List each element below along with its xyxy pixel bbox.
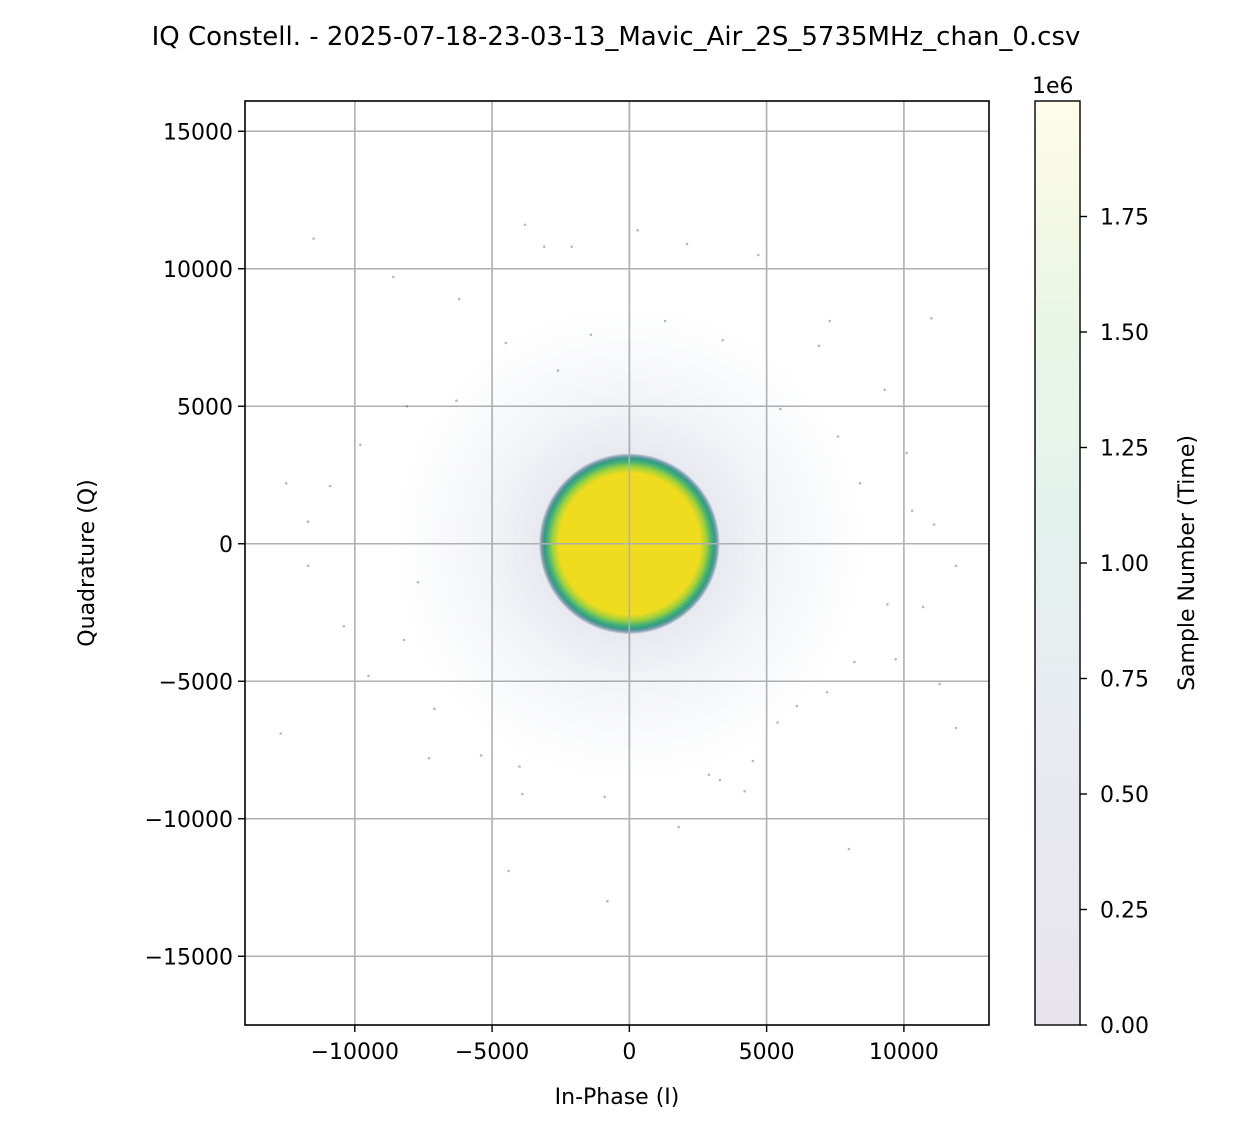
scatter-point	[779, 407, 782, 411]
scatter-point	[636, 228, 639, 232]
scatter-point	[284, 481, 288, 485]
scatter-point	[342, 624, 346, 628]
colorbar-tick-label: 1.75	[1100, 206, 1149, 231]
scatter-point	[504, 341, 508, 345]
scatter-point	[910, 509, 914, 513]
scatter-point	[757, 253, 760, 257]
y-axis-label: Quadrature (Q)	[75, 479, 100, 646]
x-axis-ticks: −10000 −5000 0 5000 10000	[311, 1025, 939, 1065]
scatter-point	[520, 792, 524, 796]
colorbar-tick-label: 0.75	[1100, 668, 1149, 693]
scatter-point	[825, 690, 829, 694]
scatter-point	[556, 369, 560, 372]
scatter-point	[795, 704, 799, 708]
scatter-point	[776, 721, 779, 724]
scatter-point	[905, 451, 908, 455]
scatter-point	[359, 443, 362, 447]
y-tick-label: 0	[219, 533, 233, 558]
scatter-point	[402, 638, 406, 642]
scatter-point	[455, 399, 458, 403]
colorbar-offset-text: 1e6	[1032, 74, 1074, 99]
scatter-point	[479, 754, 483, 757]
colorbar-tick-label: 0.00	[1100, 1014, 1149, 1039]
plot-area-data	[245, 101, 989, 1025]
y-tick-label: 5000	[177, 395, 233, 420]
scatter-point	[921, 605, 925, 609]
y-axis-ticks: 15000 10000 5000 0 −5000 −10000 −15000	[145, 120, 245, 970]
scatter-point	[507, 869, 510, 873]
colorbar	[1034, 100, 1081, 1026]
scatter-point	[853, 660, 856, 664]
scatter-point	[930, 316, 933, 320]
scatter-point	[894, 657, 897, 661]
scatter-point	[858, 481, 862, 485]
scatter-point	[817, 344, 821, 348]
scatter-point	[663, 319, 667, 323]
x-tick-label: 0	[622, 1040, 636, 1065]
scatter-point	[886, 602, 889, 606]
colorbar-tick-label: 0.50	[1100, 783, 1149, 808]
scatter-point	[677, 825, 681, 829]
scatter-point	[523, 223, 527, 227]
x-tick-label: −5000	[455, 1040, 529, 1065]
scatter-point	[603, 795, 606, 799]
scatter-point	[836, 435, 840, 438]
colorbar-tick-label: 1.00	[1100, 552, 1149, 577]
scatter-point	[570, 245, 574, 249]
y-tick-label: −5000	[159, 670, 233, 695]
scatter-point	[542, 245, 546, 249]
scatter-point	[416, 580, 420, 584]
scatter-point	[405, 404, 409, 408]
scatter-point	[433, 707, 436, 711]
scatter-point	[938, 682, 941, 686]
colorbar-tick-label: 0.25	[1100, 899, 1149, 924]
scatter-point	[279, 732, 282, 735]
colorbar-tick-label: 1.25	[1100, 437, 1149, 462]
scatter-point	[954, 726, 958, 730]
scatter-point	[743, 789, 746, 793]
outlier-points	[279, 223, 958, 903]
scatter-point	[707, 773, 711, 777]
scatter-point	[883, 388, 886, 392]
scatter-point	[367, 674, 370, 678]
scatter-point	[606, 899, 609, 903]
y-tick-label: −10000	[145, 808, 233, 833]
plot-frame	[244, 100, 990, 1026]
x-axis-label: In-Phase (I)	[555, 1085, 680, 1110]
scatter-point	[847, 847, 851, 851]
scatter-point	[718, 778, 722, 782]
scatter-point	[306, 564, 310, 568]
scatter-point	[306, 520, 310, 524]
scatter-point	[589, 333, 593, 337]
center-gridlines	[245, 101, 989, 1025]
scatter-point	[391, 275, 395, 279]
scatter-point	[954, 564, 958, 568]
y-tick-label: 10000	[163, 258, 233, 283]
scatter-point	[518, 765, 521, 768]
scatter-point	[932, 523, 936, 526]
y-tick-label: −15000	[145, 945, 233, 970]
scatter-point	[312, 237, 315, 240]
scatter-point	[685, 242, 689, 246]
colorbar-label: Sample Number (Time)	[1175, 435, 1200, 691]
scatter-point	[457, 297, 461, 301]
x-tick-label: 5000	[739, 1040, 795, 1065]
x-tick-label: −10000	[311, 1040, 399, 1065]
x-tick-label: 10000	[869, 1040, 939, 1065]
chart-title: IQ Constell. - 2025-07-18-23-03-13_Mavic…	[152, 22, 1081, 52]
scatter-point	[721, 338, 724, 342]
scatter-point	[828, 319, 832, 323]
colorbar-ticks: 0.00 0.25 0.50 0.75 1.00 1.25 1.50 1.75	[1080, 206, 1149, 1039]
y-tick-label: 15000	[163, 120, 233, 145]
scatter-point	[751, 759, 755, 763]
colorbar-tick-label: 1.50	[1100, 321, 1149, 346]
scatter-point	[328, 484, 332, 488]
scatter-point	[427, 756, 431, 760]
